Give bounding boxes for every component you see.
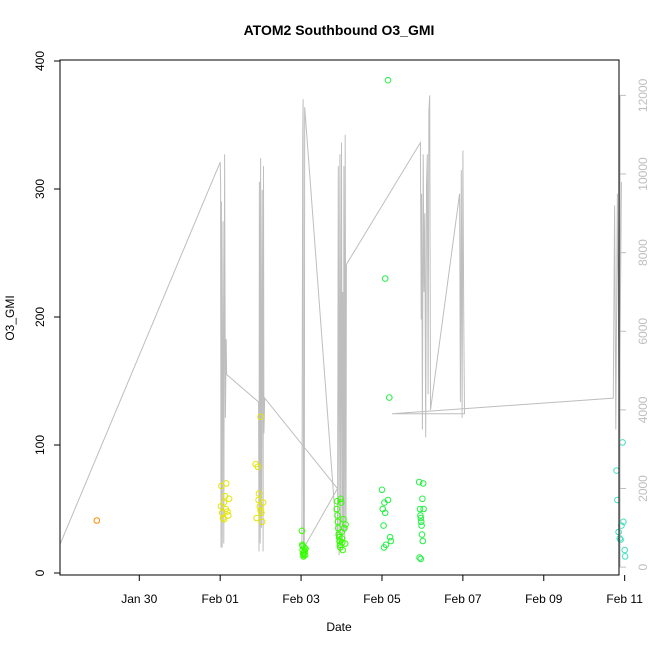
altitude-line-layer (59, 95, 622, 556)
data-point (416, 554, 423, 561)
y2-tick-label: 2000 (636, 475, 650, 502)
scatter-points-layer (93, 76, 629, 563)
data-point (419, 495, 426, 503)
data-point (253, 514, 260, 522)
x-tick-label: Feb 11 (606, 592, 643, 606)
x-tick-label: Feb 03 (282, 592, 320, 606)
data-point (221, 492, 229, 500)
data-point (384, 76, 392, 84)
x-tick-label: Jan 30 (121, 592, 157, 606)
data-point (384, 496, 392, 504)
y-tick-label: 300 (33, 179, 47, 199)
y-axis-left: 0 100 200 300 400 (33, 51, 60, 576)
y-tick-label: 400 (33, 51, 47, 71)
y2-tick-label: 6000 (636, 318, 650, 345)
y-axis-label: O3_GMI (3, 295, 17, 340)
x-axis: Jan 30 Feb 01 Feb 03 Feb 05 Feb 07 Feb 09 Feb … (121, 575, 643, 606)
data-point (386, 394, 393, 401)
data-point (258, 509, 265, 517)
y-tick-label: 100 (33, 435, 47, 455)
x-axis-label: Date (326, 620, 352, 634)
data-point (420, 505, 427, 513)
y2-tick-label: 8000 (636, 239, 650, 266)
x-tick-label: Feb 05 (363, 592, 401, 606)
data-point (337, 499, 345, 506)
data-point (341, 524, 348, 532)
y-tick-label: 0 (33, 569, 47, 576)
data-point (257, 413, 264, 421)
data-point (378, 486, 386, 494)
data-point (334, 512, 341, 519)
data-point (419, 537, 427, 545)
y2-tick-label: 0 (636, 563, 650, 570)
data-point (417, 512, 424, 519)
data-point (299, 542, 307, 550)
data-point (382, 541, 390, 549)
x-tick-label: Feb 07 (444, 592, 482, 606)
data-point (220, 515, 228, 523)
data-point (620, 518, 627, 526)
data-point (218, 482, 225, 490)
y2-tick-label: 10000 (636, 157, 650, 191)
x-tick-label: Feb 01 (201, 592, 239, 606)
chart-title: ATOM2 Southbound O3_GMI (244, 22, 435, 38)
data-point (333, 505, 341, 513)
data-point (338, 535, 346, 542)
data-point (334, 518, 342, 526)
data-point (225, 512, 232, 519)
data-point (617, 536, 624, 544)
data-point (301, 544, 308, 551)
data-point (621, 553, 629, 560)
data-point (93, 517, 101, 524)
data-point (416, 505, 424, 513)
data-point (339, 546, 347, 554)
data-point (341, 540, 349, 547)
data-point (219, 514, 227, 522)
y-tick-label: 200 (33, 307, 47, 327)
data-point (220, 499, 228, 506)
data-point (419, 480, 427, 487)
data-point (342, 521, 349, 528)
x-tick-label: Feb 09 (525, 592, 563, 606)
data-point (619, 439, 626, 446)
y2-tick-label: 12000 (636, 78, 650, 112)
data-point (417, 514, 425, 522)
data-point (418, 522, 425, 529)
altitude-line (59, 95, 622, 556)
data-point (418, 531, 426, 538)
data-point (386, 533, 394, 541)
data-point (381, 275, 389, 282)
data-point (300, 553, 307, 560)
data-point (258, 518, 266, 526)
data-point (333, 498, 341, 505)
data-point (298, 527, 306, 535)
data-point (417, 518, 425, 526)
data-point (417, 555, 425, 563)
data-point (381, 509, 389, 517)
y2-tick-label: 4000 (636, 396, 650, 423)
data-point (225, 495, 233, 503)
data-point (255, 490, 263, 497)
data-point (256, 503, 264, 510)
data-point (380, 522, 387, 529)
data-point (222, 505, 230, 513)
data-point (387, 537, 395, 545)
data-point (254, 463, 262, 471)
data-point (415, 478, 423, 486)
data-point (259, 499, 267, 506)
y-axis-right: 0 2000 4000 6000 8000 10000 12000 (619, 78, 650, 570)
data-point (621, 546, 629, 554)
data-point (301, 551, 309, 559)
